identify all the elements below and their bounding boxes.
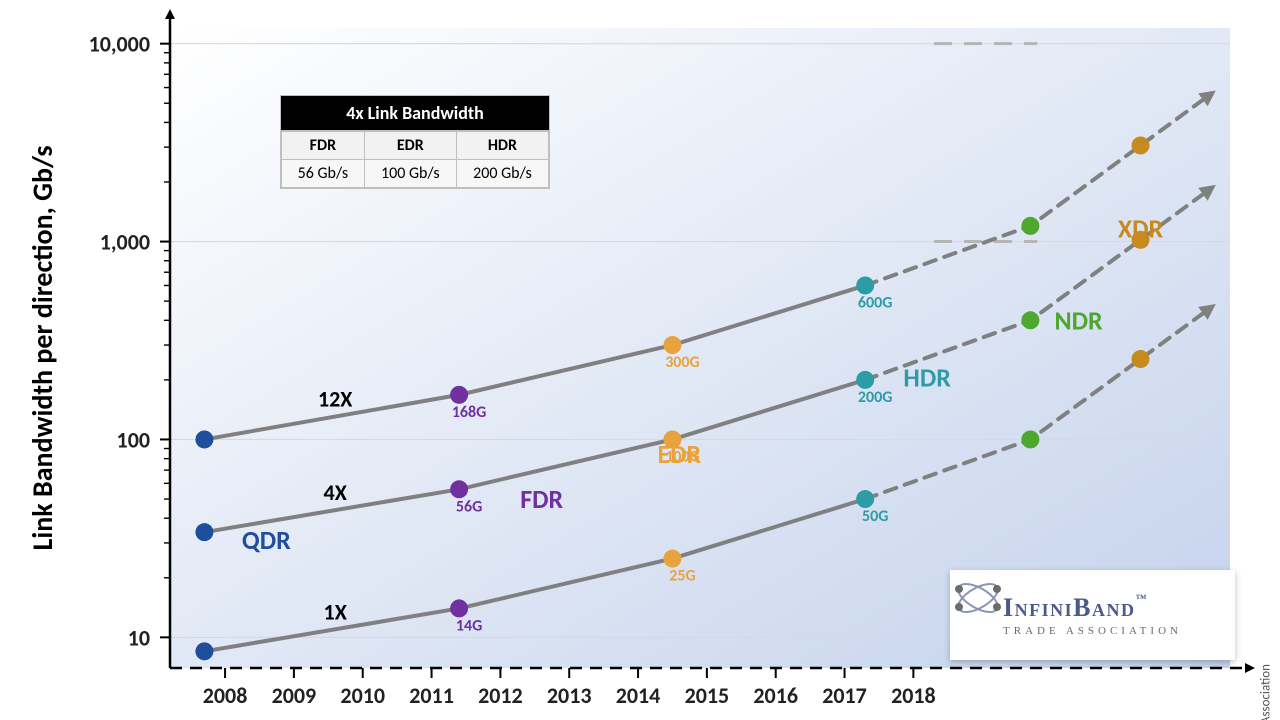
y-axis-title: Link Bandwidth per direction, Gb/s: [25, 145, 60, 550]
point-EDR-1X: [663, 550, 681, 568]
copyright: ©2015 InfiniBand® Trade Association: [1259, 664, 1274, 720]
gen-label-HDR: HDR: [903, 362, 951, 394]
ytick-label: 10: [128, 624, 150, 651]
legend-table: 4x Link Bandwidth FDREDRHDR 56 Gb/s100 G…: [280, 95, 550, 189]
legend-title: 4x Link Bandwidth: [281, 96, 549, 131]
brand-name: InfiniBand™: [1003, 593, 1182, 623]
xtick-label: 2015: [685, 682, 730, 709]
point-label-HDR-4X: 200G: [858, 388, 893, 407]
lane-label-4X: 4X: [324, 479, 348, 506]
xtick-label: 2017: [822, 682, 867, 709]
xtick-label: 2018: [891, 682, 936, 709]
point-HDR-4X: [856, 371, 874, 389]
point-NDR-4X: [1021, 311, 1039, 329]
xtick-label: 2013: [547, 682, 592, 709]
ytick-label: 10,000: [89, 31, 150, 58]
point-QDR-12X: [195, 430, 213, 448]
xtick-label: 2014: [616, 682, 661, 709]
ytick-label: 100: [117, 426, 150, 453]
point-FDR-12X: [450, 386, 468, 404]
point-label-FDR-12X: 168G: [452, 403, 487, 422]
legend-val: 200 Gb/s: [456, 160, 548, 188]
gen-label-QDR: QDR: [242, 524, 291, 556]
point-label-EDR-1X: 25G: [669, 567, 695, 586]
legend-val: 56 Gb/s: [282, 160, 365, 188]
point-QDR-1X: [195, 642, 213, 660]
legend-col: HDR: [456, 132, 548, 160]
xtick-label: 2011: [409, 682, 454, 709]
point-HDR-1X: [856, 490, 874, 508]
xtick-label: 2016: [753, 682, 798, 709]
gen-label-FDR: FDR: [520, 483, 563, 515]
gen-label-NDR: NDR: [1054, 304, 1103, 336]
lane-label-1X: 1X: [324, 598, 348, 625]
xtick-label: 2009: [272, 682, 317, 709]
point-EDR-12X: [663, 336, 681, 354]
legend-col: EDR: [364, 132, 456, 160]
point-FDR-4X: [450, 480, 468, 498]
point-label-EDR-12X: 300G: [665, 353, 700, 372]
xtick-label: 2010: [340, 682, 385, 709]
brand-icon: [950, 570, 1006, 626]
point-NDR-1X: [1021, 430, 1039, 448]
point-QDR-4X: [195, 523, 213, 541]
legend-col: FDR: [282, 132, 365, 160]
lane-label-12X: 12X: [318, 386, 353, 413]
point-XDR-12X: [1132, 136, 1150, 154]
point-label-FDR-4X: 56G: [456, 497, 482, 516]
gen-label-EDR: EDR: [657, 438, 701, 470]
brand-subtitle: TRADE ASSOCIATION: [1003, 625, 1182, 637]
legend-val: 100 Gb/s: [364, 160, 456, 188]
point-XDR-1X: [1132, 350, 1150, 368]
point-label-FDR-1X: 14G: [456, 616, 482, 635]
brand-box: InfiniBand™ TRADE ASSOCIATION: [950, 570, 1235, 660]
point-label-HDR-1X: 50G: [862, 507, 888, 526]
point-FDR-1X: [450, 599, 468, 617]
ytick-label: 1,000: [100, 229, 150, 256]
point-NDR-12X: [1021, 217, 1039, 235]
gen-label-XDR: XDR: [1118, 212, 1164, 244]
xtick-label: 2008: [203, 682, 248, 709]
point-HDR-12X: [856, 276, 874, 294]
xtick-label: 2012: [478, 682, 523, 709]
point-label-HDR-12X: 600G: [858, 293, 893, 312]
